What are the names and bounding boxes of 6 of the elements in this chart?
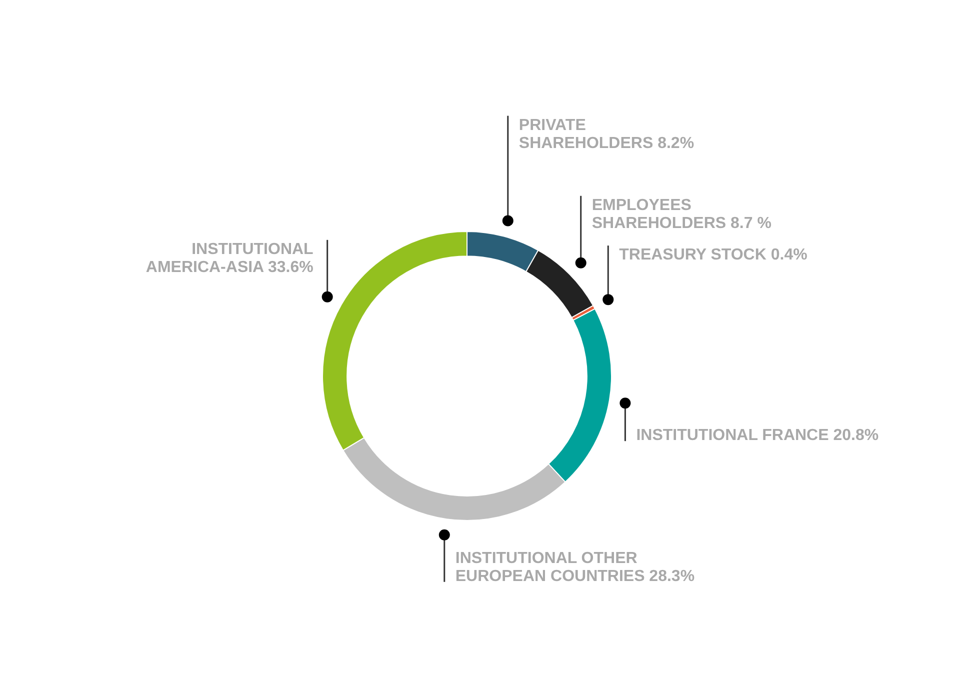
slice-label: INSTITUTIONAL AMERICA-ASIA 33.6%	[146, 240, 314, 276]
slice-label: EMPLOYEES SHAREHOLDERS 8.7 %	[592, 196, 772, 232]
slice-label: INSTITUTIONAL OTHER EUROPEAN COUNTRIES 28.3%	[455, 550, 695, 585]
slice-label: INSTITUTIONAL FRANCE 20.8%	[636, 427, 879, 444]
slice-label: PRIVATE SHAREHOLDERS 8.2%	[518, 116, 694, 152]
slice-label: TREASURY STOCK 0.4%	[619, 246, 808, 264]
